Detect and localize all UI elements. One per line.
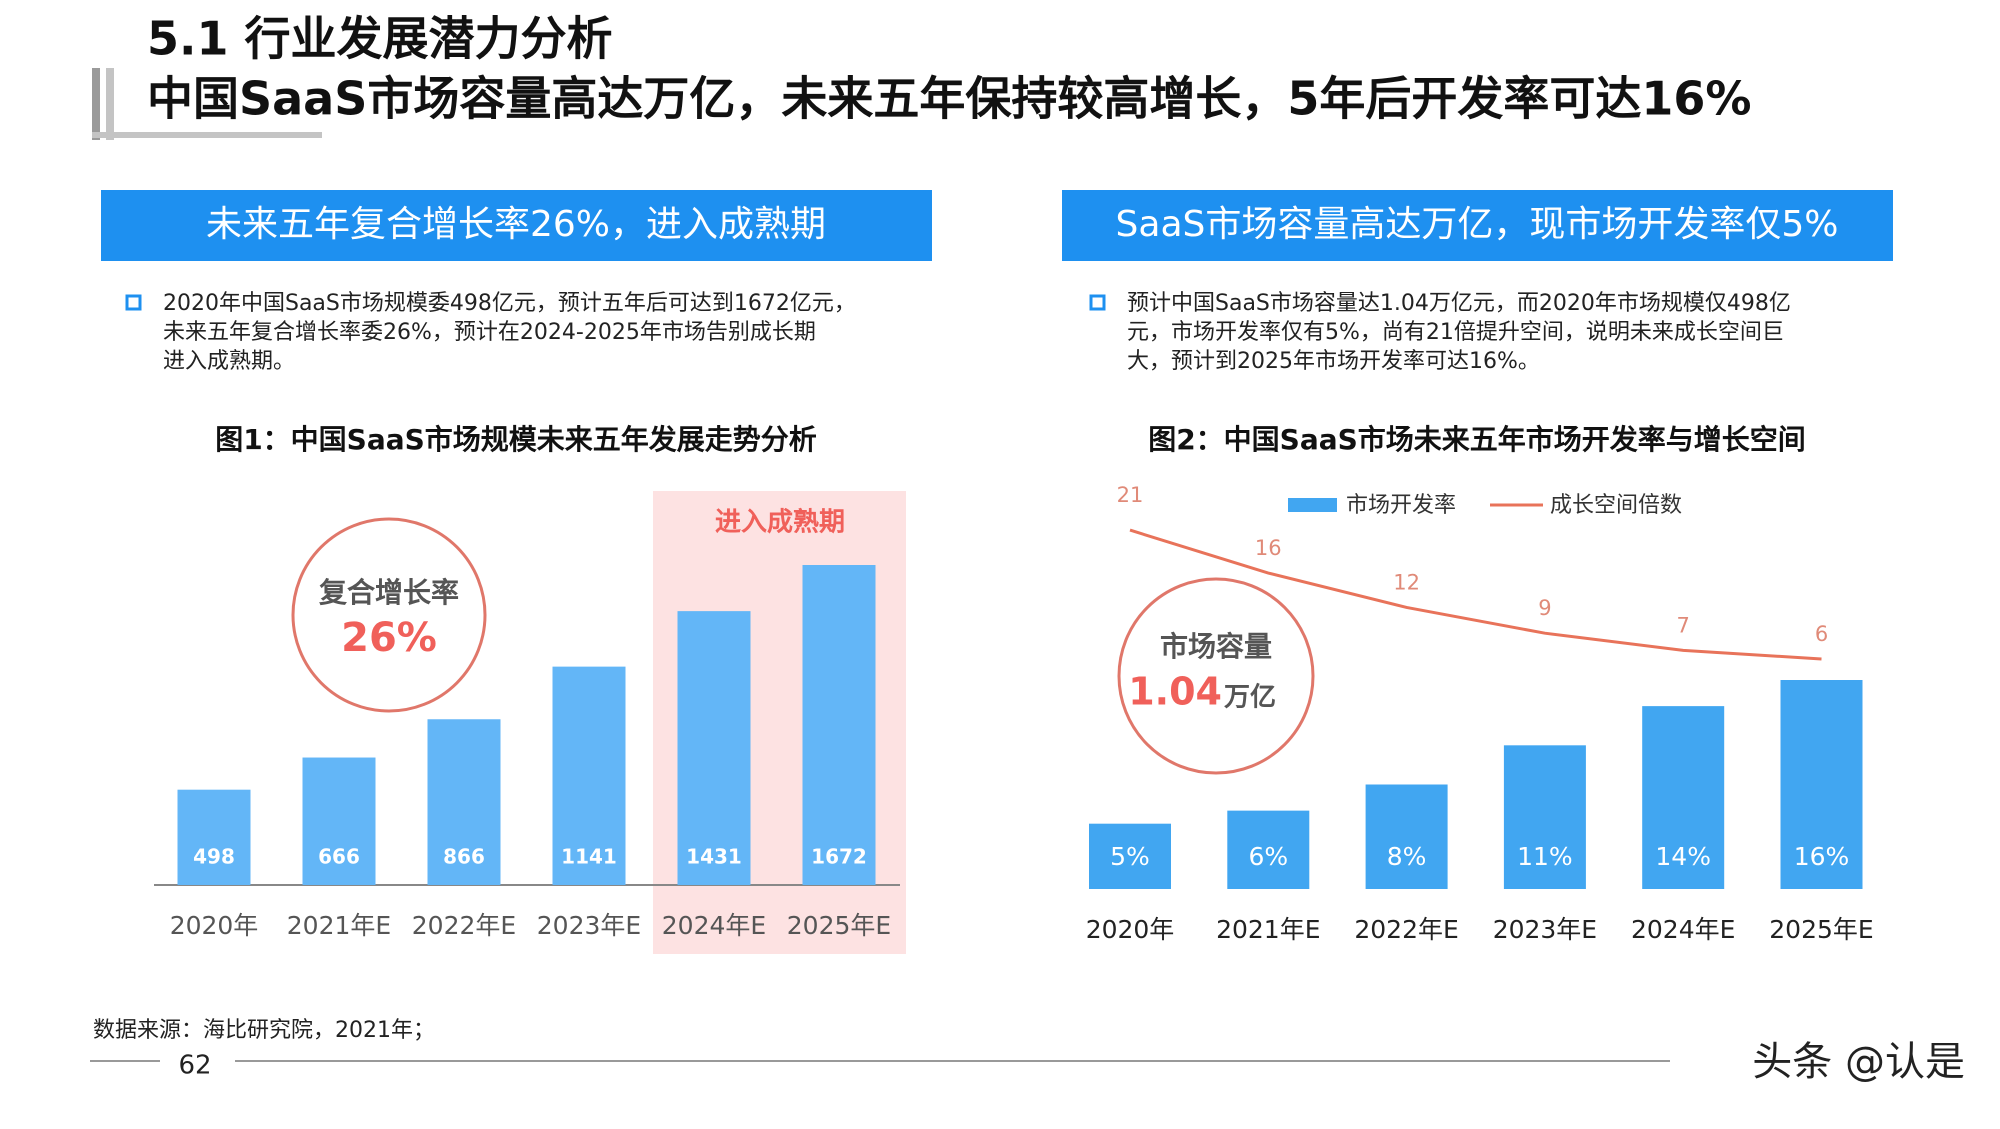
- chart-title: 图1：中国SaaS市场规模未来五年发展走势分析: [215, 423, 817, 456]
- bullet-marker: [125, 294, 142, 311]
- bar: [802, 565, 876, 885]
- x-tick-label: 2025年E: [1769, 915, 1873, 944]
- banner: [101, 190, 932, 261]
- bullet-text: 2020年中国SaaS市场规模委498亿元，预计五年后可达到1672亿元，: [163, 291, 856, 316]
- banner: [1062, 190, 1893, 261]
- value-label: 16%: [1794, 842, 1850, 871]
- bullet-text: 未来五年复合增长率委26%，预计在2024-2025年市场告别成长期: [163, 320, 816, 345]
- x-tick-label: 2023年E: [1493, 915, 1597, 944]
- line: [1129, 528, 1822, 661]
- bar: [1780, 680, 1863, 889]
- bar: [1365, 784, 1448, 889]
- bullet-marker: [1089, 294, 1106, 311]
- line-label: 21: [1117, 483, 1144, 507]
- bar: [302, 757, 376, 885]
- chart-title: 图2：中国SaaS市场未来五年市场开发率与增长空间: [1148, 423, 1806, 456]
- deco-bar: [106, 68, 114, 140]
- line-label: 7: [1677, 613, 1690, 637]
- legend-swatch: [1288, 498, 1337, 512]
- x-tick-label: 2021年E: [1216, 915, 1320, 944]
- bar: [677, 611, 751, 885]
- bullet-text: 进入成熟期。: [163, 349, 295, 374]
- x-tick-label: 2022年E: [1354, 915, 1458, 944]
- source: 数据来源：海比研究院，2021年；: [93, 1018, 435, 1043]
- value-label: 14%: [1655, 842, 1711, 871]
- value-label: 11%: [1517, 842, 1573, 871]
- line-label: 12: [1393, 570, 1420, 594]
- callout-value: 26%: [341, 615, 437, 661]
- x-tick-label: 2023年E: [537, 911, 641, 940]
- bar: [177, 789, 251, 885]
- bullet-text: 预计中国SaaS市场容量达1.04万亿元，而2020年市场规模仅498亿: [1127, 291, 1791, 316]
- callout-value: 1.04: [1128, 670, 1222, 714]
- value-label: 1141: [561, 845, 617, 869]
- x-tick-label: 2021年E: [287, 911, 391, 940]
- x-tick-label: 2024年E: [662, 911, 766, 940]
- line-label: 6: [1815, 622, 1828, 646]
- banner-text: SaaS市场容量高达万亿，现市场开发率仅5%: [1116, 204, 1839, 245]
- deco-bar: [92, 132, 322, 138]
- value-label: 666: [318, 845, 360, 869]
- deco-bar: [92, 68, 100, 140]
- bar: [1089, 823, 1171, 889]
- x-tick-label: 2025年E: [787, 911, 891, 940]
- bar: [1503, 745, 1586, 889]
- legend-label: 成长空间倍数: [1550, 493, 1682, 518]
- value-label: 866: [443, 845, 485, 869]
- slide-title: 中国SaaS市场容量高达万亿，未来五年保持较高增长，5年后开发率可达16%: [147, 72, 1751, 126]
- section-title: 5.1 行业发展潜力分析: [147, 12, 613, 66]
- callout-label: 市场容量: [1160, 630, 1272, 663]
- value-label: 5%: [1110, 842, 1150, 871]
- highlight-label: 进入成熟期: [715, 507, 845, 538]
- bar: [552, 666, 626, 885]
- bar: [1642, 706, 1725, 889]
- bar: [427, 719, 501, 885]
- line-label: 16: [1255, 536, 1282, 560]
- banner-text: 未来五年复合增长率26%，进入成熟期: [206, 204, 826, 245]
- value-label: 6%: [1248, 842, 1288, 871]
- legend-label: 市场开发率: [1346, 493, 1456, 518]
- bar: [1227, 810, 1310, 889]
- callout-unit: 万亿: [1224, 683, 1276, 713]
- watermark: 头条 @认是: [1752, 1039, 1965, 1085]
- callout-label: 复合增长率: [319, 576, 459, 609]
- bullet-text: 元，市场开发率仅有5%，尚有21倍提升空间，说明未来成长空间巨: [1127, 320, 1784, 345]
- x-tick-label: 2020年: [1086, 915, 1175, 944]
- line-label: 9: [1538, 596, 1551, 620]
- value-label: 1672: [811, 845, 867, 869]
- x-tick-label: 2022年E: [412, 911, 516, 940]
- callout-circle: [291, 517, 487, 713]
- callout-circle: [1117, 577, 1315, 775]
- x-tick-label: 2020年: [170, 911, 259, 940]
- page-number: 62: [178, 1051, 211, 1081]
- value-label: 498: [193, 845, 235, 869]
- value-label: 1431: [686, 845, 742, 869]
- x-tick-label: 2024年E: [1631, 915, 1735, 944]
- value-label: 8%: [1387, 842, 1427, 871]
- bullet-text: 大，预计到2025年市场开发率可达16%。: [1127, 349, 1540, 374]
